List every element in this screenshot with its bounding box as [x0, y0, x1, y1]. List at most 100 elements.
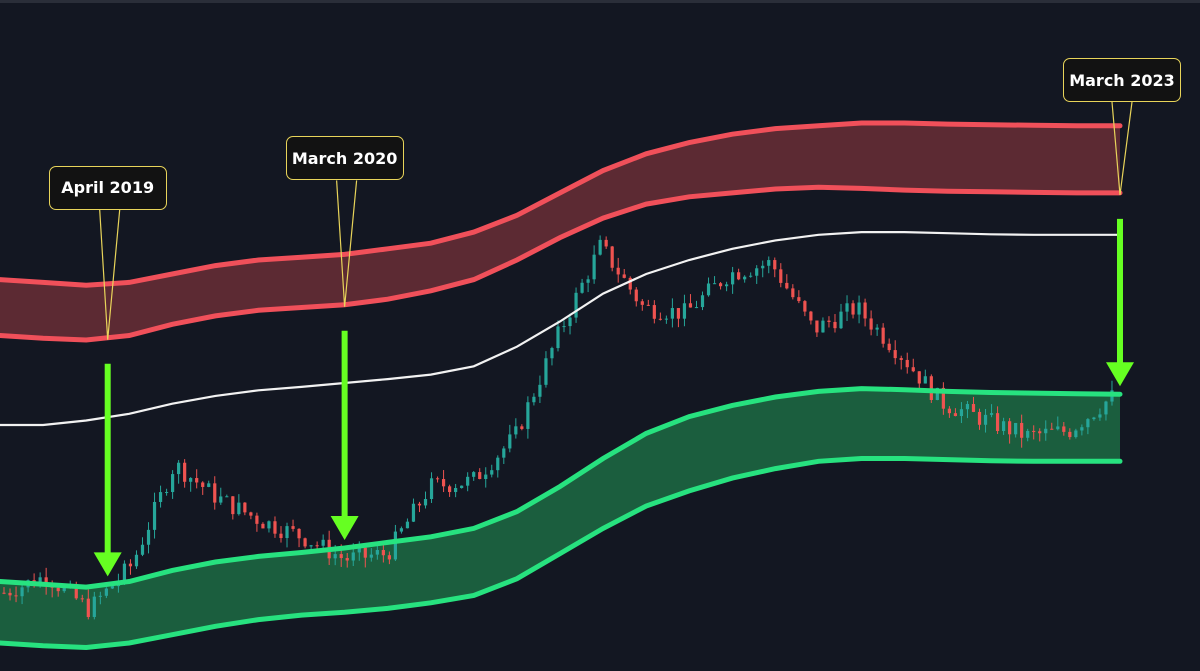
candle-body — [237, 502, 241, 515]
candle-body — [1014, 422, 1018, 435]
lower-band-top-line — [0, 386, 1123, 590]
candle-body — [74, 585, 78, 599]
candle-body — [815, 320, 819, 333]
candle-body — [1038, 431, 1042, 434]
candle-body — [688, 303, 693, 308]
candle-body — [189, 478, 193, 482]
candle-body — [1008, 421, 1012, 435]
candle-body — [935, 387, 939, 400]
candle-body — [1062, 426, 1066, 432]
candle-body — [460, 485, 464, 489]
candle-body — [941, 387, 945, 409]
candle-body — [1086, 419, 1090, 428]
callout-pointer — [1111, 101, 1133, 195]
candle-body — [911, 367, 915, 372]
candle-body — [508, 434, 512, 449]
candle-body — [857, 302, 861, 315]
candle-body — [646, 304, 650, 306]
candle-body — [315, 545, 319, 547]
candle-body — [839, 311, 843, 329]
candle-body — [658, 318, 662, 320]
candle-body — [845, 303, 849, 312]
candle-body — [610, 246, 614, 268]
candle-body — [478, 472, 482, 480]
candle-body — [743, 276, 747, 280]
callout-pointer — [336, 180, 358, 307]
candle-body — [532, 396, 536, 403]
candle-body — [562, 326, 566, 328]
candle-body — [466, 476, 470, 486]
candle-body — [417, 503, 422, 506]
candle-body — [550, 348, 554, 359]
candle-body — [712, 283, 717, 285]
candle-body — [676, 308, 681, 319]
candle-body — [1080, 427, 1084, 431]
callout-label: April 2019 — [48, 165, 167, 210]
candle-body — [164, 492, 169, 494]
candle-body — [496, 457, 500, 471]
candle-body — [1092, 417, 1096, 420]
candle-body — [140, 544, 145, 555]
candle-body — [749, 275, 753, 277]
candle-body — [580, 282, 584, 293]
candle-body — [339, 554, 343, 559]
candle-body — [971, 404, 976, 412]
candle-body — [737, 272, 741, 280]
candle-body — [586, 279, 590, 283]
candle-body — [833, 321, 837, 329]
candle-body — [652, 305, 656, 319]
callout-pointer — [99, 209, 121, 340]
candle-body — [851, 303, 855, 315]
candle-body — [731, 272, 735, 285]
candle-body — [56, 587, 60, 592]
candle-body — [923, 376, 927, 384]
candle-body — [387, 555, 391, 560]
green-arrow-head — [93, 552, 122, 577]
candle-body — [616, 267, 620, 275]
candle-body — [393, 531, 398, 560]
candle-body — [1098, 414, 1102, 418]
candle-body — [399, 528, 404, 532]
candle-body — [785, 282, 789, 289]
candle-body — [694, 307, 699, 309]
candle-body — [1001, 421, 1006, 432]
candle-body — [881, 327, 885, 344]
candle-body — [887, 343, 891, 351]
candle-body — [249, 512, 253, 516]
top-border — [0, 0, 1200, 3]
candle-body — [321, 539, 325, 546]
candle-body — [490, 470, 494, 475]
candle-body — [1104, 401, 1108, 415]
candle-body — [435, 478, 440, 480]
candle-body — [225, 496, 229, 498]
candle-body — [1026, 430, 1030, 438]
candle-body — [86, 598, 90, 617]
candle-body — [929, 376, 933, 400]
candle-body — [995, 413, 1000, 432]
candle-body — [231, 496, 235, 515]
candle-body — [568, 317, 572, 327]
candle-body — [8, 592, 12, 596]
candle-body — [1020, 422, 1024, 438]
candle-body — [953, 413, 958, 417]
candle-body — [110, 586, 114, 589]
candle-body — [255, 515, 259, 524]
candle-body — [261, 523, 265, 529]
green-arrow-head — [1106, 362, 1134, 387]
candle-body — [598, 239, 602, 255]
candle-body — [375, 550, 379, 555]
upper-band-bottom-line — [0, 184, 1123, 343]
candle-body — [369, 554, 373, 558]
candle-body — [544, 358, 548, 385]
candle-body — [604, 239, 608, 247]
candle-body — [989, 413, 994, 415]
candle-body — [484, 474, 488, 480]
candle-body — [351, 552, 355, 561]
candle-body — [1068, 431, 1072, 438]
candle-body — [767, 260, 771, 266]
candle-body — [983, 414, 988, 425]
candle-body — [1050, 428, 1054, 430]
candle-body — [592, 254, 596, 280]
candle-body — [664, 318, 668, 320]
